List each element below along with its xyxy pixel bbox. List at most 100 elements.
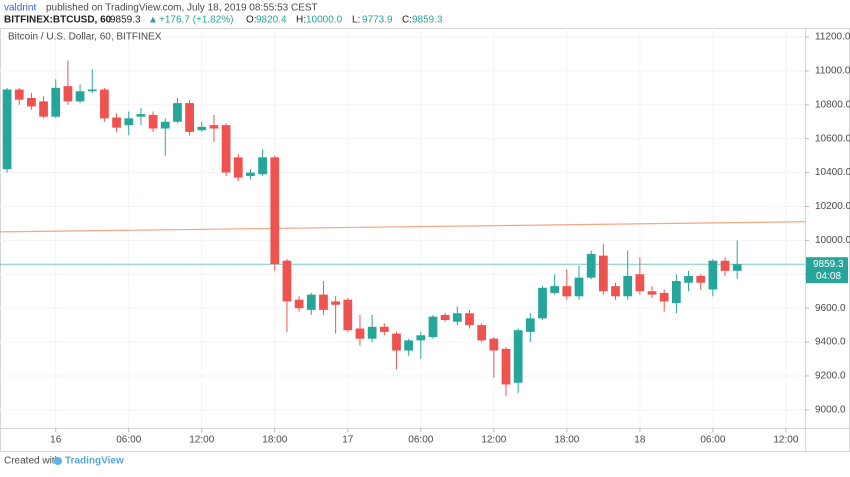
last-price-box xyxy=(806,257,848,284)
candle-body xyxy=(258,157,267,175)
symbol: BITFINEX:BTCUSD, 60 xyxy=(4,15,112,26)
grid xyxy=(0,28,805,428)
last-price-label: 9859.3 xyxy=(813,259,844,270)
ohlc: O: 9820.4 H: 10000.0 L: 9773.9 C: 9859.3 xyxy=(246,15,443,26)
candle-body xyxy=(404,340,414,351)
candle-body xyxy=(282,260,292,302)
candle-body xyxy=(513,330,523,383)
change: +176.7 (+1.82%) xyxy=(159,15,234,26)
y-tick-label: 10600.0 xyxy=(815,133,850,144)
trend-line xyxy=(0,221,805,233)
y-tick-label: 9600.0 xyxy=(815,303,846,314)
x-tick-label: 18:00 xyxy=(554,435,579,446)
x-tick-label: 06:00 xyxy=(116,435,141,446)
candle-body xyxy=(160,121,170,129)
candle-body xyxy=(27,98,36,107)
ohlc-value: 9773.9 xyxy=(362,15,393,26)
candle-body xyxy=(367,326,377,339)
candle-body xyxy=(720,260,730,271)
candle-body xyxy=(550,286,560,293)
y-tick-label: 10200.0 xyxy=(815,201,850,212)
candle-body xyxy=(501,348,511,385)
y-tick-label: 11200.0 xyxy=(815,32,850,43)
candle-body xyxy=(562,286,572,297)
candle-body xyxy=(538,287,547,319)
candle-body xyxy=(574,277,584,297)
ohlc-label: O: xyxy=(246,15,257,26)
candle-body xyxy=(14,89,24,100)
candle-body xyxy=(233,157,243,178)
countdown-label: 04:08 xyxy=(816,271,841,282)
price: 9859.3 xyxy=(110,15,141,26)
candle-body xyxy=(270,157,280,265)
y-tick-label: 10800.0 xyxy=(815,99,850,110)
x-tick-label: 12:00 xyxy=(189,435,214,446)
candle-body xyxy=(659,292,669,302)
x-tick-label: 06:00 xyxy=(408,435,433,446)
candle-body xyxy=(489,338,499,351)
x-tick-label: 18 xyxy=(634,435,646,446)
candle-body xyxy=(465,313,474,326)
candle-body xyxy=(525,318,535,332)
x-tick-label: 17 xyxy=(342,435,354,446)
candle-body xyxy=(173,103,182,122)
candle-body xyxy=(732,264,742,271)
ohlc-value: 10000.0 xyxy=(306,15,343,26)
candle-body xyxy=(112,117,121,128)
ohlc-label: H: xyxy=(296,15,306,26)
footer-brand[interactable]: TradingView xyxy=(65,456,124,467)
candle-body xyxy=(379,326,389,332)
candle-body xyxy=(197,126,207,131)
candle-body xyxy=(477,325,487,341)
candle-body xyxy=(136,114,146,117)
ohlc-value: 9859.3 xyxy=(412,15,443,26)
candle-body xyxy=(39,101,48,117)
candle-body xyxy=(452,313,462,322)
candle-body xyxy=(416,335,426,341)
chart-title: Bitcoin / U.S. Dollar, 60, BITFINEX xyxy=(8,32,162,43)
candle-body xyxy=(598,255,608,292)
candle-body xyxy=(306,294,316,310)
x-tick-label: 12:00 xyxy=(481,435,506,446)
x-tick-label: 12:00 xyxy=(773,435,798,446)
candle-body xyxy=(2,89,12,170)
candle-body xyxy=(51,87,61,117)
candle-body xyxy=(331,301,341,305)
x-tick-label: 16 xyxy=(50,435,62,446)
y-tick-label: 10000.0 xyxy=(815,235,850,246)
candle-body xyxy=(671,281,681,304)
footer-created: Created with xyxy=(4,456,60,467)
y-tick-label: 9000.0 xyxy=(815,405,846,416)
candle-body xyxy=(392,333,401,351)
x-tick-label: 06:00 xyxy=(700,435,725,446)
candle-body xyxy=(294,299,304,309)
candle-body xyxy=(586,253,596,278)
logo xyxy=(54,457,62,465)
candle-body xyxy=(100,89,109,119)
candle-body xyxy=(63,86,73,102)
author[interactable]: valdrint xyxy=(4,3,36,14)
candle-body xyxy=(124,118,134,126)
candle-body xyxy=(343,299,353,331)
candle-body xyxy=(221,125,231,173)
candle-body xyxy=(611,286,620,297)
y-tick-label: 9200.0 xyxy=(815,371,846,382)
candle-body xyxy=(708,260,718,290)
candle-body xyxy=(440,314,450,321)
candle-body xyxy=(87,89,97,92)
ohlc-label: L: xyxy=(352,15,360,26)
candle-body xyxy=(647,291,657,295)
candle-body xyxy=(428,316,438,337)
arrow: ▲ xyxy=(148,15,158,26)
x-tick-label: 18:00 xyxy=(262,435,287,446)
y-tick-label: 10400.0 xyxy=(815,167,850,178)
candle-body xyxy=(635,274,645,292)
candle-body xyxy=(246,172,255,176)
y-tick-label: 9400.0 xyxy=(815,337,846,348)
candle-body xyxy=(185,103,194,132)
y-tick-label: 11000.0 xyxy=(815,66,850,77)
candle-body xyxy=(684,275,693,283)
candle-body xyxy=(623,275,633,297)
